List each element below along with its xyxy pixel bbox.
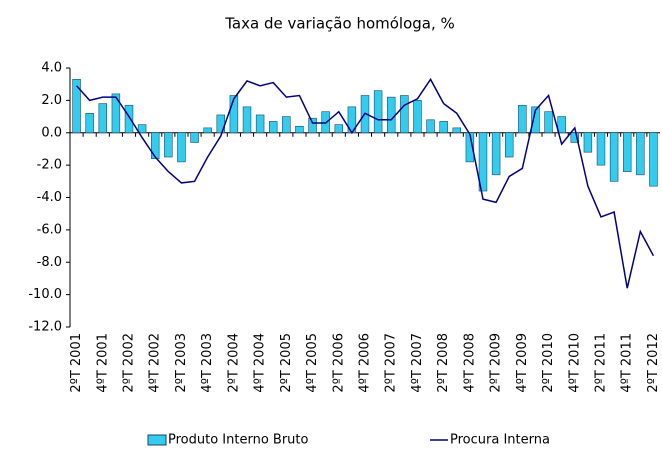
bar bbox=[649, 132, 658, 187]
y-tick-label: -6.0 bbox=[37, 222, 62, 237]
bar bbox=[111, 93, 121, 134]
bar bbox=[557, 116, 566, 134]
legend-swatch bbox=[147, 434, 167, 446]
bar bbox=[491, 132, 501, 176]
bar bbox=[465, 132, 475, 163]
bar bbox=[295, 125, 304, 134]
bar bbox=[518, 104, 527, 134]
x-tick-label: 2ºT 2005 bbox=[279, 333, 294, 393]
x-tick-label: 4ºT 2001 bbox=[95, 333, 110, 393]
bar bbox=[386, 96, 396, 134]
bar bbox=[85, 113, 94, 134]
bar bbox=[190, 132, 199, 143]
bar bbox=[583, 132, 593, 153]
bar bbox=[596, 132, 606, 166]
x-tick-label: 4ºT 2002 bbox=[148, 333, 163, 393]
bar bbox=[413, 100, 422, 134]
y-tick-label: 0.0 bbox=[41, 125, 62, 140]
bar bbox=[478, 132, 488, 192]
bar bbox=[531, 106, 540, 134]
y-tick-label: 2.0 bbox=[41, 93, 62, 108]
x-tick-label: 2ºT 2006 bbox=[331, 333, 346, 393]
x-tick-label: 4ºT 2005 bbox=[305, 333, 320, 393]
x-tick-label: 4ºT 2007 bbox=[410, 333, 425, 393]
bar bbox=[242, 106, 252, 134]
legend-label: Produto Interno Bruto bbox=[168, 433, 309, 448]
x-tick-label: 4ºT 2008 bbox=[462, 333, 477, 393]
bar bbox=[504, 132, 514, 158]
x-tick-label: 2ºT 2012 bbox=[646, 333, 661, 393]
bar bbox=[137, 124, 147, 134]
bar bbox=[164, 132, 173, 158]
bar bbox=[177, 132, 186, 163]
bar bbox=[636, 132, 645, 176]
chart-title: Taxa de variação homóloga, % bbox=[224, 15, 455, 33]
y-tick-label: -4.0 bbox=[37, 190, 62, 205]
x-tick-label: 4ºT 2004 bbox=[253, 333, 268, 393]
x-tick-label: 4ºT 2006 bbox=[358, 333, 373, 393]
bar bbox=[570, 132, 580, 143]
y-tick-label: -2.0 bbox=[37, 158, 62, 173]
x-tick-label: 2ºT 2011 bbox=[594, 333, 609, 393]
bar bbox=[373, 90, 383, 134]
bar bbox=[98, 103, 108, 134]
x-tick-label: 4ºT 2010 bbox=[567, 333, 582, 393]
bar bbox=[150, 132, 160, 159]
x-tick-label: 2ºT 2009 bbox=[489, 333, 504, 393]
bar bbox=[203, 127, 212, 134]
bar bbox=[452, 127, 462, 134]
bar bbox=[255, 114, 265, 134]
bar bbox=[426, 119, 435, 134]
bar bbox=[124, 104, 134, 134]
line bbox=[75, 77, 655, 289]
x-tick-label: 2ºT 2001 bbox=[69, 333, 84, 393]
bar bbox=[622, 132, 632, 172]
x-tick-label: 2ºT 2002 bbox=[122, 333, 137, 393]
y-tick-label: -8.0 bbox=[37, 255, 62, 270]
x-tick-label: 2ºT 2004 bbox=[226, 333, 241, 393]
bar bbox=[282, 116, 291, 134]
bar bbox=[439, 121, 448, 134]
x-tick-label: 2ºT 2010 bbox=[541, 333, 556, 393]
bar bbox=[334, 124, 344, 134]
bar bbox=[544, 111, 553, 134]
bar bbox=[308, 117, 317, 134]
y-tick-label: -12.0 bbox=[28, 320, 62, 335]
bar bbox=[400, 95, 409, 134]
x-tick-label: 4ºT 2003 bbox=[200, 333, 215, 393]
x-tick-label: 2ºT 2003 bbox=[174, 333, 189, 393]
bar bbox=[609, 132, 619, 182]
x-tick-label: 4ºT 2011 bbox=[620, 333, 635, 393]
y-tick-label: 4.0 bbox=[41, 61, 62, 76]
x-tick-label: 2ºT 2008 bbox=[436, 333, 451, 393]
legend-label: Procura Interna bbox=[450, 433, 550, 448]
bar bbox=[229, 95, 239, 134]
x-tick-label: 4ºT 2009 bbox=[515, 333, 530, 393]
bar bbox=[72, 79, 81, 134]
bar bbox=[268, 121, 278, 134]
x-tick-label: 2ºT 2007 bbox=[384, 333, 399, 393]
y-tick-label: -10.0 bbox=[28, 287, 62, 302]
